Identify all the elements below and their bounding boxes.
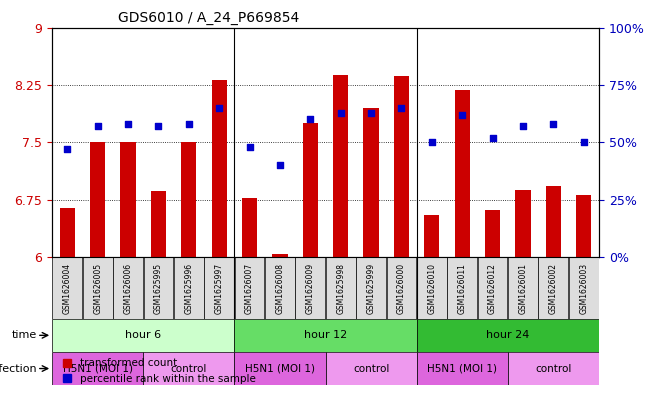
Text: GSM1626011: GSM1626011 xyxy=(458,263,467,314)
Text: H5N1 (MOI 1): H5N1 (MOI 1) xyxy=(245,364,315,373)
Text: GSM1626005: GSM1626005 xyxy=(93,263,102,314)
Bar xyxy=(394,76,409,257)
Text: H5N1 (MOI 1): H5N1 (MOI 1) xyxy=(62,364,133,373)
Point xyxy=(92,123,103,130)
Text: GSM1625998: GSM1625998 xyxy=(336,263,345,314)
FancyBboxPatch shape xyxy=(478,257,508,319)
Point xyxy=(457,112,467,118)
FancyBboxPatch shape xyxy=(387,257,417,319)
Bar xyxy=(363,108,379,257)
FancyBboxPatch shape xyxy=(234,257,264,319)
Text: GSM1625999: GSM1625999 xyxy=(367,263,376,314)
Text: GSM1626003: GSM1626003 xyxy=(579,263,589,314)
FancyBboxPatch shape xyxy=(204,257,234,319)
Point xyxy=(426,139,437,145)
Point xyxy=(244,144,255,150)
FancyBboxPatch shape xyxy=(296,257,326,319)
Bar xyxy=(90,142,105,257)
Point xyxy=(396,105,407,111)
Bar xyxy=(333,75,348,257)
Text: hour 24: hour 24 xyxy=(486,331,529,340)
Point xyxy=(62,146,72,152)
Bar xyxy=(303,123,318,257)
Bar xyxy=(272,253,288,257)
FancyBboxPatch shape xyxy=(326,257,355,319)
Bar xyxy=(212,80,227,257)
Bar xyxy=(454,90,470,257)
Point xyxy=(184,121,194,127)
Text: GSM1626009: GSM1626009 xyxy=(306,263,315,314)
Bar xyxy=(151,191,166,257)
Point xyxy=(275,162,285,169)
Bar xyxy=(424,215,439,257)
Bar xyxy=(60,208,75,257)
Text: GSM1626000: GSM1626000 xyxy=(397,263,406,314)
FancyBboxPatch shape xyxy=(356,257,386,319)
FancyBboxPatch shape xyxy=(538,257,568,319)
FancyBboxPatch shape xyxy=(83,257,113,319)
Text: GSM1626010: GSM1626010 xyxy=(427,263,436,314)
FancyBboxPatch shape xyxy=(508,257,538,319)
Text: GSM1626012: GSM1626012 xyxy=(488,263,497,314)
Text: time: time xyxy=(12,331,37,340)
Text: GDS6010 / A_24_P669854: GDS6010 / A_24_P669854 xyxy=(118,11,299,25)
Bar xyxy=(576,195,591,257)
Point xyxy=(548,121,559,127)
Text: hour 12: hour 12 xyxy=(304,331,347,340)
Text: hour 6: hour 6 xyxy=(125,331,161,340)
FancyBboxPatch shape xyxy=(234,319,417,352)
FancyBboxPatch shape xyxy=(417,257,447,319)
Point xyxy=(488,135,498,141)
Point xyxy=(305,116,316,123)
FancyBboxPatch shape xyxy=(143,352,234,385)
Text: control: control xyxy=(171,364,207,373)
Text: GSM1625995: GSM1625995 xyxy=(154,263,163,314)
FancyBboxPatch shape xyxy=(52,257,82,319)
Bar xyxy=(546,186,561,257)
FancyBboxPatch shape xyxy=(447,257,477,319)
FancyBboxPatch shape xyxy=(143,257,173,319)
Legend: transformed count, percentile rank within the sample: transformed count, percentile rank withi… xyxy=(57,354,260,388)
Text: control: control xyxy=(535,364,572,373)
Text: GSM1626006: GSM1626006 xyxy=(124,263,133,314)
FancyBboxPatch shape xyxy=(326,352,417,385)
Point xyxy=(366,109,376,116)
Text: control: control xyxy=(353,364,389,373)
FancyBboxPatch shape xyxy=(417,352,508,385)
Bar xyxy=(120,142,135,257)
Bar xyxy=(485,210,500,257)
Bar xyxy=(181,142,197,257)
FancyBboxPatch shape xyxy=(174,257,204,319)
Text: GSM1626002: GSM1626002 xyxy=(549,263,558,314)
Point xyxy=(335,109,346,116)
Point xyxy=(579,139,589,145)
Text: H5N1 (MOI 1): H5N1 (MOI 1) xyxy=(427,364,497,373)
FancyBboxPatch shape xyxy=(234,352,326,385)
Text: GSM1626007: GSM1626007 xyxy=(245,263,254,314)
Text: GSM1626004: GSM1626004 xyxy=(62,263,72,314)
Point xyxy=(214,105,225,111)
FancyBboxPatch shape xyxy=(265,257,295,319)
FancyBboxPatch shape xyxy=(113,257,143,319)
Bar xyxy=(516,190,531,257)
FancyBboxPatch shape xyxy=(569,257,599,319)
FancyBboxPatch shape xyxy=(508,352,599,385)
Bar xyxy=(242,198,257,257)
Point xyxy=(153,123,163,130)
Text: infection: infection xyxy=(0,364,37,373)
FancyBboxPatch shape xyxy=(52,352,143,385)
Point xyxy=(123,121,133,127)
Text: GSM1626001: GSM1626001 xyxy=(518,263,527,314)
Text: GSM1625997: GSM1625997 xyxy=(215,263,224,314)
Text: GSM1625996: GSM1625996 xyxy=(184,263,193,314)
FancyBboxPatch shape xyxy=(52,319,234,352)
Point xyxy=(518,123,528,130)
Text: GSM1626008: GSM1626008 xyxy=(275,263,284,314)
FancyBboxPatch shape xyxy=(417,319,599,352)
